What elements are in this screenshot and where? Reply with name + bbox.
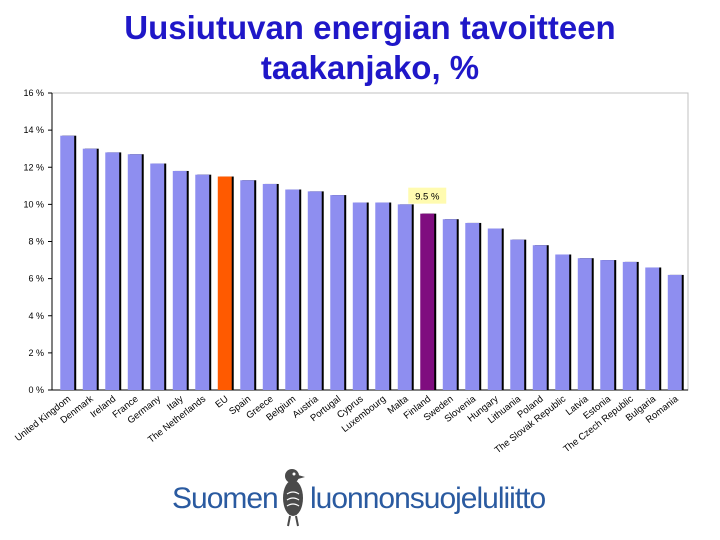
- bar: [487, 228, 502, 390]
- y-tick-label: 0 %: [28, 385, 44, 395]
- bar: [307, 191, 322, 390]
- bar: [150, 163, 165, 390]
- bar: [532, 245, 547, 390]
- logo-text-right: luonnonsuojeluliitto: [310, 482, 546, 515]
- y-tick-label: 14 %: [23, 125, 44, 135]
- data-label: 9.5 %: [415, 192, 440, 203]
- y-tick-label: 4 %: [28, 311, 44, 321]
- annotation-box: [408, 187, 447, 204]
- y-tick-label: 2 %: [28, 348, 44, 358]
- bar: [465, 222, 480, 390]
- bird-icon: [283, 469, 305, 527]
- bar: [330, 195, 345, 390]
- bar: [262, 183, 277, 390]
- title-line-2: taakanjako, %: [260, 49, 480, 86]
- bar: [285, 189, 300, 390]
- bar-chart: 0 %2 %4 %6 %8 %10 %12 %14 %16 %United Ki…: [13, 88, 689, 456]
- bar: [622, 261, 637, 390]
- bar: [375, 202, 390, 390]
- bar: [217, 176, 232, 390]
- chart-title: Uusiutuvan energian tavoitteen taakanjak…: [60, 8, 680, 88]
- bar: [82, 148, 97, 390]
- bar: [555, 254, 570, 390]
- y-tick-label: 8 %: [28, 237, 44, 247]
- bar: [240, 180, 255, 390]
- bar: [420, 213, 435, 390]
- bar: [105, 152, 120, 390]
- bar: [510, 239, 525, 390]
- bar: [645, 267, 660, 390]
- y-tick-label: 6 %: [28, 274, 44, 284]
- y-tick-label: 12 %: [23, 162, 44, 172]
- bar: [442, 219, 457, 390]
- organization-logo: Suomen luonnonsuojeluliitto: [172, 468, 546, 528]
- bar: [577, 258, 592, 390]
- bar: [172, 170, 187, 390]
- bar: [397, 204, 412, 390]
- logo-text-left: Suomen: [172, 482, 279, 515]
- y-tick-label: 10 %: [23, 199, 44, 209]
- bar: [60, 135, 75, 390]
- bar: [195, 174, 210, 390]
- bar: [352, 202, 367, 390]
- title-line-1: Uusiutuvan energian tavoitteen: [124, 9, 616, 46]
- bar: [127, 154, 142, 390]
- bar: [667, 274, 682, 390]
- y-tick-label: 16 %: [23, 88, 44, 98]
- bar: [600, 260, 615, 390]
